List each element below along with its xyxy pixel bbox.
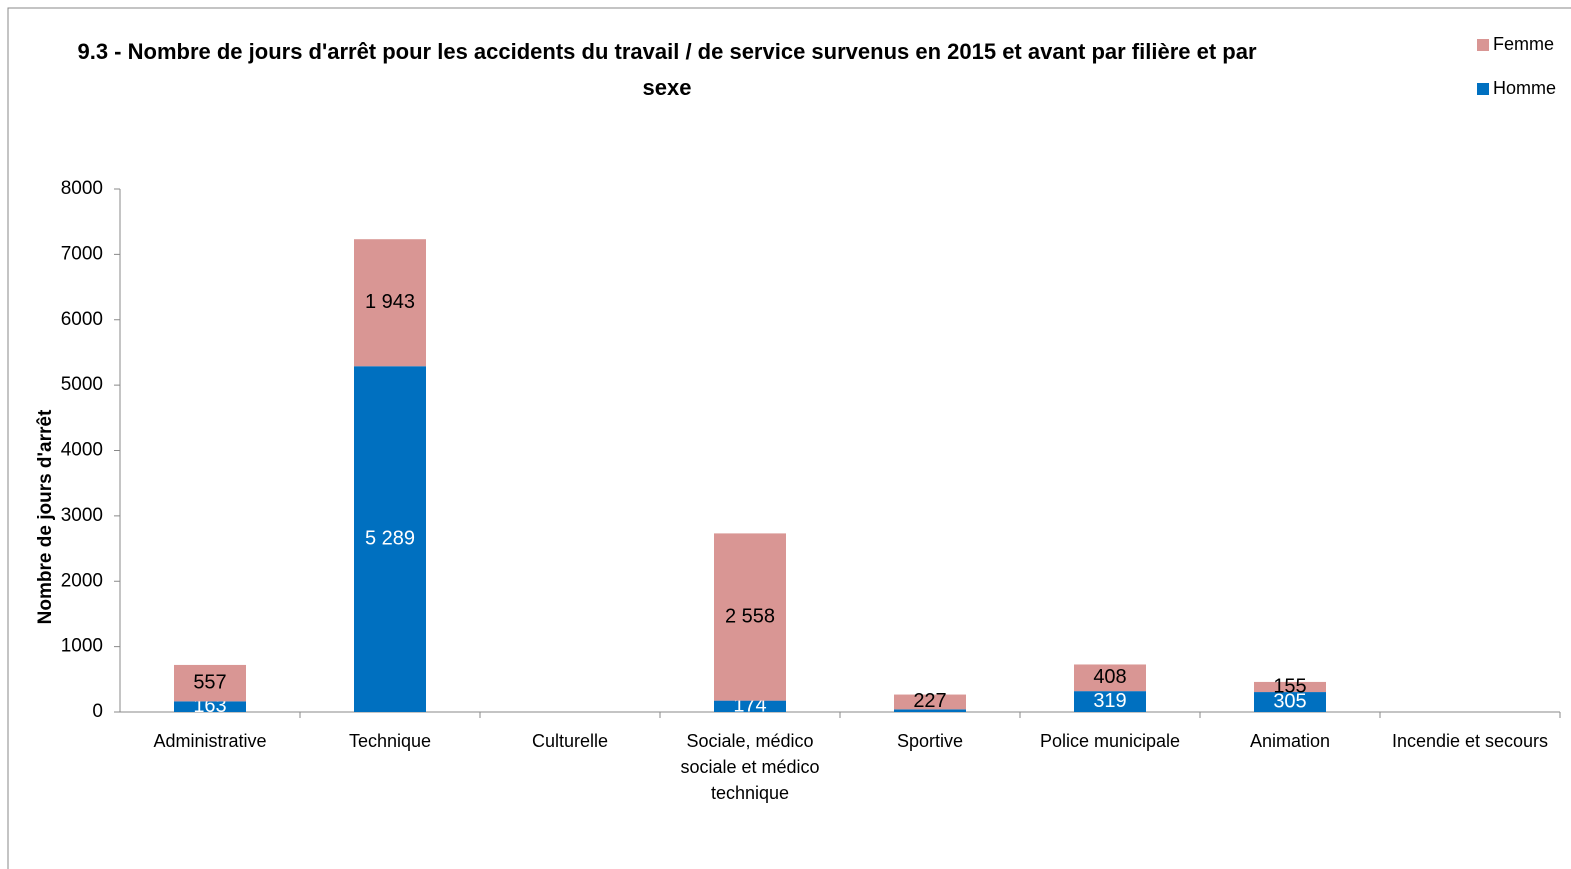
value-label: 1 943	[365, 291, 415, 313]
legend-swatch	[1477, 39, 1489, 51]
bar-segment	[714, 533, 786, 701]
y-tick-label: 3000	[61, 505, 103, 526]
chart-title: 9.3 - Nombre de jours d'arrêt pour les a…	[77, 39, 1257, 100]
x-tick-label: Sociale, médico sociale et médico techni…	[680, 731, 820, 803]
y-axis-label: Nombre de jours d'arrêt	[35, 409, 56, 624]
value-label: 305	[1273, 690, 1306, 712]
legend-label: Homme	[1493, 78, 1556, 98]
bar-segment	[354, 239, 426, 367]
y-tick-label: 0	[92, 701, 103, 722]
x-tick-label: Culturelle	[531, 731, 609, 751]
bar-segment	[174, 664, 246, 702]
bar-segment	[1074, 664, 1146, 692]
y-tick-label: 1000	[61, 636, 103, 657]
x-tick-label: Sportive	[896, 731, 964, 751]
y-tick-label: 8000	[61, 178, 103, 199]
x-tick-label: Police municipale	[1039, 731, 1181, 751]
bar-segment	[174, 701, 246, 712]
x-tick-label: Animation	[1249, 731, 1331, 751]
legend-swatch	[1477, 83, 1489, 95]
chart-border	[7, 7, 1571, 869]
value-label: 155	[1273, 675, 1306, 697]
value-label: 5 289	[365, 527, 415, 549]
bar-segment	[1254, 681, 1326, 693]
value-label: 557	[193, 671, 226, 693]
value-label: 319	[1093, 690, 1126, 712]
y-tick-label: 2000	[61, 570, 103, 591]
bar-segment	[894, 694, 966, 710]
x-tick-label: Technique	[348, 731, 432, 751]
bar-segment	[714, 700, 786, 712]
value-label: 227	[913, 690, 946, 712]
value-label: 2 558	[725, 605, 775, 627]
y-tick-label: 4000	[61, 440, 103, 461]
x-tick-label: Incendie et secours	[1391, 731, 1549, 751]
x-tick-label: Administrative	[153, 731, 267, 751]
bar-segment	[354, 366, 426, 712]
y-tick-label: 5000	[61, 374, 103, 395]
y-tick-label: 6000	[61, 309, 103, 330]
legend-label: Femme	[1493, 34, 1554, 54]
bar-segment	[1254, 692, 1326, 712]
bar-segment	[1074, 691, 1146, 712]
y-tick-label: 7000	[61, 243, 103, 264]
value-label: 408	[1093, 666, 1126, 688]
bar-segment	[894, 709, 966, 712]
